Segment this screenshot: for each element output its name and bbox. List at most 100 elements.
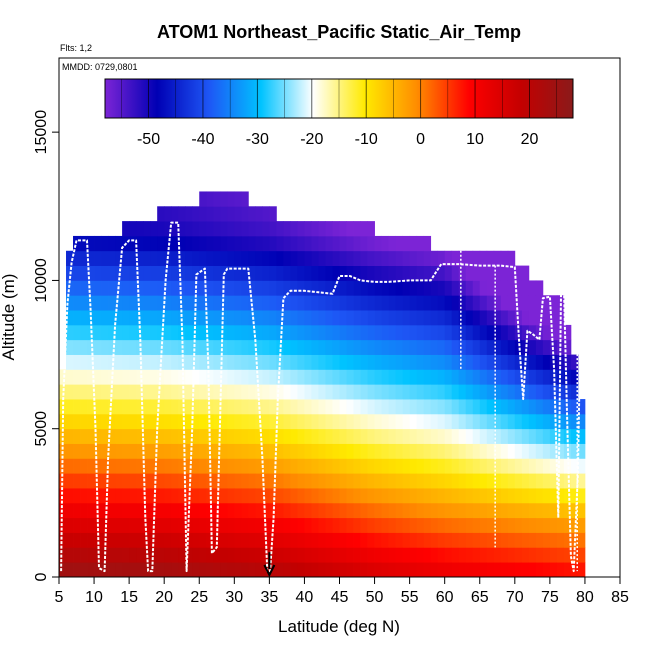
heatmap-cell (136, 532, 144, 548)
heatmap-cell (367, 280, 375, 296)
heatmap-cell (143, 428, 151, 444)
heatmap-cell (311, 547, 319, 563)
heatmap-cell (563, 562, 572, 578)
heatmap-cell (297, 413, 305, 430)
heatmap-cell (472, 310, 481, 326)
heatmap-cell (451, 532, 460, 548)
heatmap-cell (122, 502, 130, 519)
heatmap-cell (479, 488, 488, 504)
heatmap-cell (220, 206, 228, 222)
heatmap-cell (199, 191, 207, 207)
heatmap-cell (430, 339, 439, 355)
heatmap-cell (507, 473, 516, 489)
heatmap-cell (129, 428, 137, 444)
heatmap-cell (73, 413, 81, 430)
heatmap-cell (290, 384, 298, 400)
heatmap-cell (360, 458, 368, 474)
heatmap-cell (227, 191, 235, 207)
heatmap-cell (192, 547, 200, 563)
heatmap-cell (458, 517, 467, 533)
heatmap-cell (206, 265, 214, 281)
heatmap-cell (108, 280, 116, 296)
heatmap-cell (129, 413, 137, 430)
heatmap-cell (339, 488, 347, 504)
heatmap-cell (234, 428, 242, 444)
heatmap-cell (388, 295, 396, 311)
heatmap-cell (416, 562, 425, 578)
heatmap-cell (325, 295, 333, 311)
heatmap-cell (248, 354, 256, 370)
heatmap-cell (416, 354, 425, 370)
heatmap-cell (479, 428, 488, 444)
heatmap-cell (297, 221, 305, 237)
heatmap-cell (353, 280, 361, 296)
heatmap-cell (535, 517, 544, 533)
heatmap-cell (220, 517, 228, 533)
heatmap-cell (409, 265, 418, 281)
heatmap-cell (234, 235, 242, 252)
heatmap-cell (297, 280, 305, 296)
heatmap-cell (192, 250, 200, 266)
heatmap-cell (318, 265, 326, 281)
x-tick-label: 60 (436, 589, 454, 606)
heatmap-cell (297, 458, 305, 474)
heatmap-cell (444, 488, 453, 504)
heatmap-cell (199, 280, 207, 296)
heatmap-cell (311, 502, 319, 519)
heatmap-cell (80, 428, 88, 444)
heatmap-cell (178, 265, 186, 281)
heatmap-cell (283, 310, 291, 326)
heatmap-cell (297, 324, 305, 341)
heatmap-cell (549, 428, 558, 444)
heatmap-cell (255, 235, 263, 252)
heatmap-cell (542, 310, 551, 326)
heatmap-cell (458, 354, 467, 370)
heatmap-cell (423, 488, 432, 504)
heatmap-cell (374, 324, 382, 341)
heatmap-cell (521, 428, 530, 444)
heatmap-cell (227, 295, 235, 311)
heatmap-cell (353, 221, 361, 237)
heatmap-cell (87, 473, 95, 489)
heatmap-cell (164, 488, 172, 504)
heatmap-cell (290, 235, 298, 252)
heatmap-cell (479, 280, 488, 296)
heatmap-cell (465, 384, 474, 400)
heatmap-cell (297, 339, 305, 355)
heatmap-cell (73, 562, 81, 578)
heatmap-cell (199, 443, 207, 459)
heatmap-cell (136, 265, 144, 281)
heatmap-cell (570, 369, 579, 385)
heatmap-cell (199, 310, 207, 326)
heatmap-cell (500, 280, 509, 296)
heatmap-cell (297, 354, 305, 370)
heatmap-cell (276, 473, 284, 489)
heatmap-cell (444, 428, 453, 444)
heatmap-cell (227, 250, 235, 266)
heatmap-cell (143, 458, 151, 474)
heatmap-cell (101, 324, 109, 341)
heatmap-cell (381, 250, 389, 266)
heatmap-cell (171, 221, 179, 237)
heatmap-cell (220, 295, 228, 311)
flights-note: Flts: 1,2 (60, 43, 92, 53)
heatmap-cell (346, 354, 354, 370)
heatmap-cell (528, 428, 537, 444)
heatmap-cell (129, 547, 137, 563)
heatmap-cell (577, 458, 586, 474)
heatmap-cell (325, 428, 333, 444)
heatmap-cell (437, 443, 446, 459)
heatmap-cell (262, 488, 270, 504)
heatmap-cell (521, 488, 530, 504)
heatmap-cell (388, 384, 396, 400)
heatmap-cell (388, 399, 396, 415)
heatmap-cell (437, 324, 446, 341)
heatmap-cell (311, 295, 319, 311)
heatmap-cell (507, 369, 516, 385)
heatmap-cell (234, 384, 242, 400)
heatmap-cell (59, 384, 67, 400)
heatmap-cell (101, 310, 109, 326)
heatmap-cell (171, 547, 179, 563)
heatmap-cell (507, 458, 516, 474)
